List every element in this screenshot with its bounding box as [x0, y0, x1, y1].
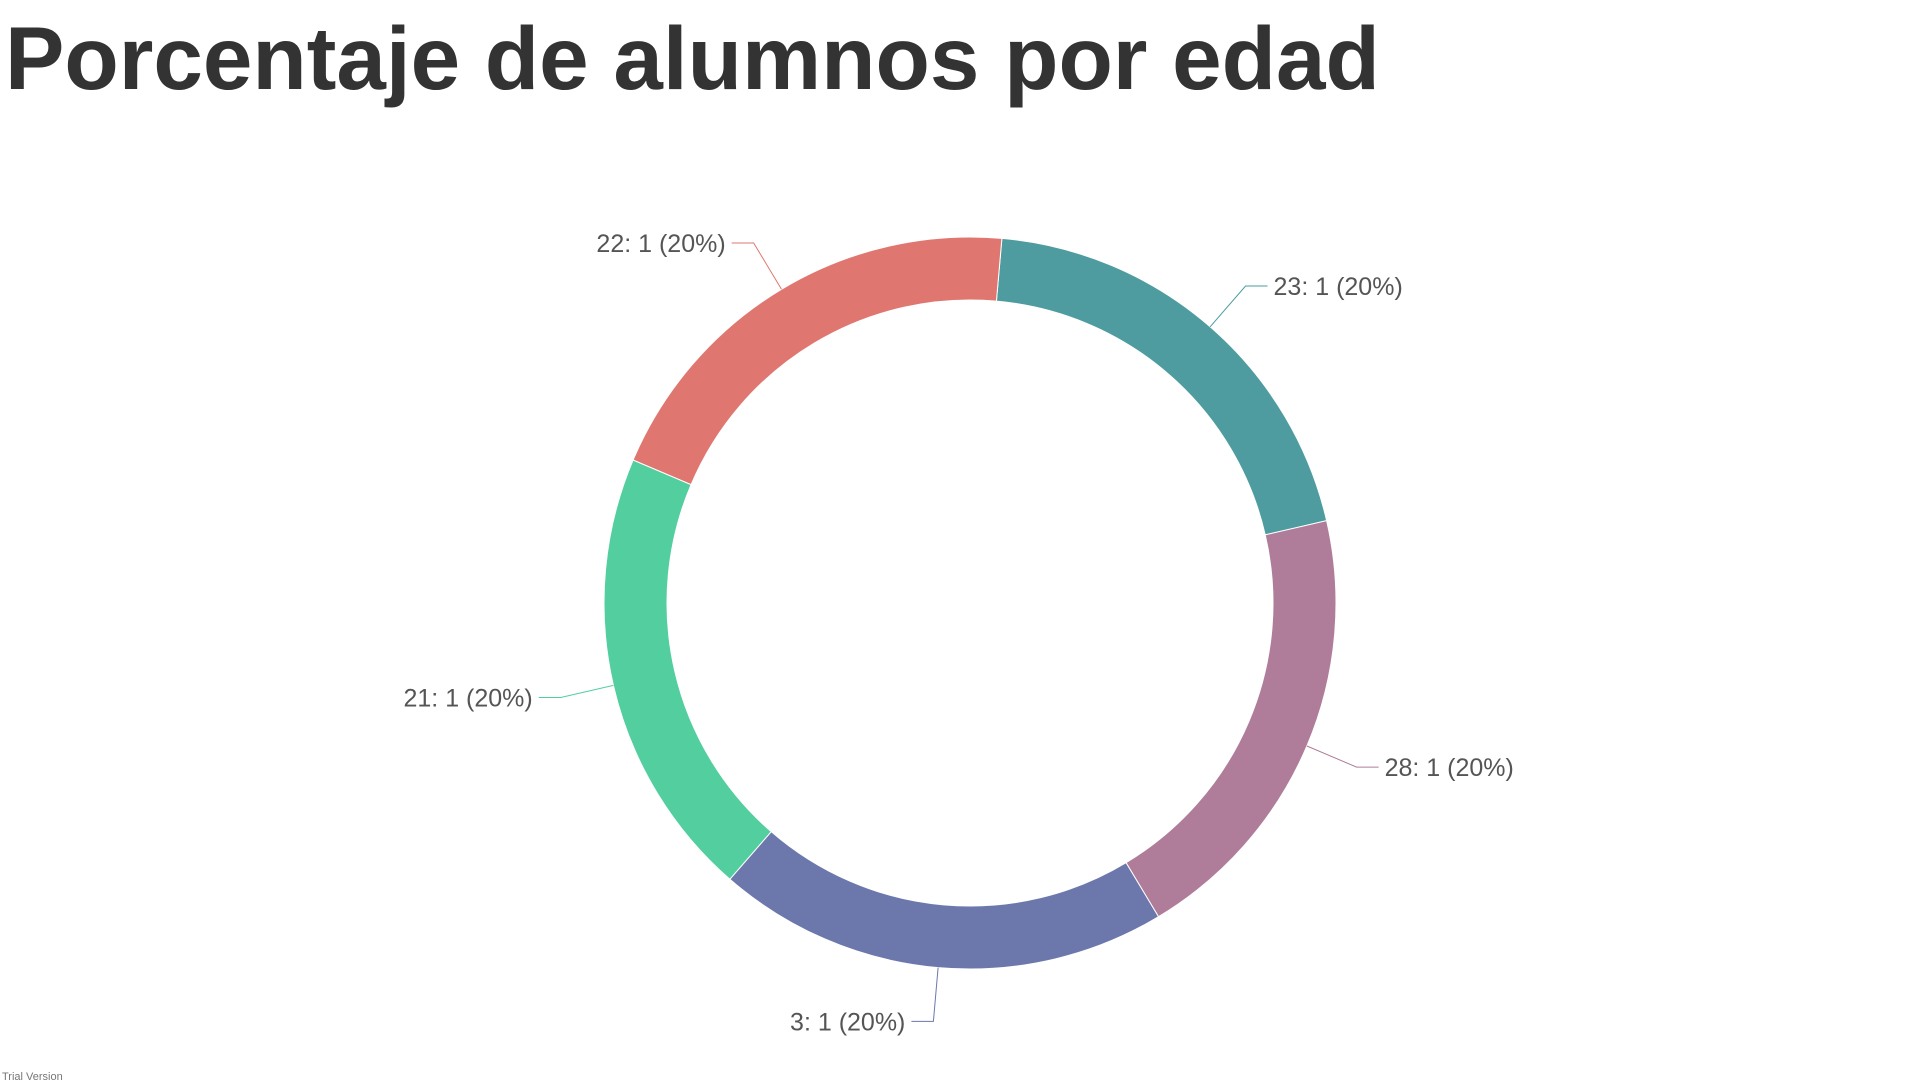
slice-label-23: 23: 1 (20%) [1274, 273, 1403, 301]
slice-label-28: 28: 1 (20%) [1385, 754, 1514, 782]
chart-title: Porcentaje de alumnos por edad [5, 8, 1380, 108]
leader-line-28 [1306, 745, 1379, 768]
leader-line-21 [538, 684, 614, 698]
slice-label-3: 3: 1 (20%) [790, 1008, 905, 1036]
slice-label-22: 22: 1 (20%) [596, 230, 725, 258]
leader-line-3 [911, 967, 939, 1022]
donut-slice-22[interactable] [632, 236, 1003, 486]
donut-slice-3[interactable] [729, 830, 1160, 970]
trial-version-watermark: Trial Version [2, 1071, 63, 1080]
donut-slice-21[interactable] [603, 459, 772, 880]
leader-line-23 [1209, 285, 1268, 328]
leader-line-22 [731, 242, 782, 290]
slice-label-21: 21: 1 (20%) [404, 684, 533, 712]
donut-slice-28[interactable] [1125, 520, 1337, 918]
